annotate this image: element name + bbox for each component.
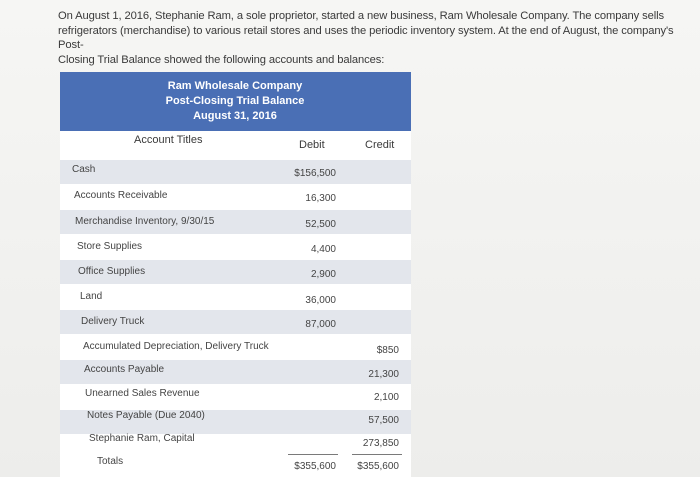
intro-line-1: On August 1, 2016, Stephanie Ram, a sole… xyxy=(58,10,665,22)
debit-total: $355,600 xyxy=(294,461,336,472)
credit-notes-payable: 57,500 xyxy=(368,415,399,426)
debit-land: 36,000 xyxy=(305,295,336,306)
credit-total-rule xyxy=(352,454,402,455)
table-header: Ram Wholesale Company Post-Closing Trial… xyxy=(60,72,411,131)
trial-balance-table: Ram Wholesale Company Post-Closing Trial… xyxy=(60,72,411,477)
debit-total-rule xyxy=(288,454,338,455)
debit-merchandise-inventory: 52,500 xyxy=(305,219,336,230)
account-title-notes-payable: Notes Payable (Due 2040) xyxy=(87,410,205,421)
account-title-office-supplies: Office Supplies xyxy=(78,266,146,277)
row-shade xyxy=(60,260,411,284)
account-title-delivery-truck: Delivery Truck xyxy=(81,316,145,327)
account-title-accounts-payable: Accounts Payable xyxy=(84,364,165,375)
problem-intro: On August 1, 2016, Stephanie Ram, a sole… xyxy=(58,9,698,67)
row-shade xyxy=(60,210,411,234)
debit-office-supplies: 2,900 xyxy=(310,269,336,280)
intro-line-2: refrigerators (merchandise) to various r… xyxy=(58,24,674,52)
account-title-accumulated-depreciation: Accumulated Depreciation, Delivery Truck xyxy=(83,341,269,352)
column-header-account-titles: Account Titles xyxy=(134,134,203,146)
row-shade xyxy=(60,310,411,334)
credit-accounts-payable: 21,300 xyxy=(368,369,399,380)
totals-label: Totals xyxy=(97,456,124,467)
row-shade xyxy=(60,410,411,434)
column-header-credit: Credit xyxy=(365,139,395,151)
account-title-land: Land xyxy=(80,291,103,302)
company-name: Ram Wholesale Company xyxy=(167,80,303,92)
credit-owner-capital: 273,850 xyxy=(362,438,399,449)
statement-name: Post-Closing Trial Balance xyxy=(165,95,305,107)
account-title-accounts-receivable: Accounts Receivable xyxy=(74,190,168,201)
account-title-unearned-sales-revenue: Unearned Sales Revenue xyxy=(85,388,200,399)
credit-total: $355,600 xyxy=(357,461,399,472)
account-title-merchandise-inventory: Merchandise Inventory, 9/30/15 xyxy=(75,216,215,227)
column-header-debit: Debit xyxy=(299,139,325,151)
statement-date: August 31, 2016 xyxy=(193,110,277,122)
row-shade xyxy=(60,360,411,384)
intro-line-3: Closing Trial Balance showed the followi… xyxy=(58,53,385,66)
account-title-owner-capital: Stephanie Ram, Capital xyxy=(89,433,195,444)
debit-accounts-receivable: 16,300 xyxy=(305,193,336,204)
account-title-cash: Cash xyxy=(72,164,96,175)
debit-delivery-truck: 87,000 xyxy=(305,319,336,330)
debit-store-supplies: 4,400 xyxy=(310,244,336,255)
credit-unearned-sales-revenue: 2,100 xyxy=(373,392,399,403)
credit-accumulated-depreciation: $850 xyxy=(376,345,399,356)
account-title-store-supplies: Store Supplies xyxy=(77,241,143,252)
row-shade xyxy=(60,160,411,184)
debit-cash: $156,500 xyxy=(294,168,336,179)
